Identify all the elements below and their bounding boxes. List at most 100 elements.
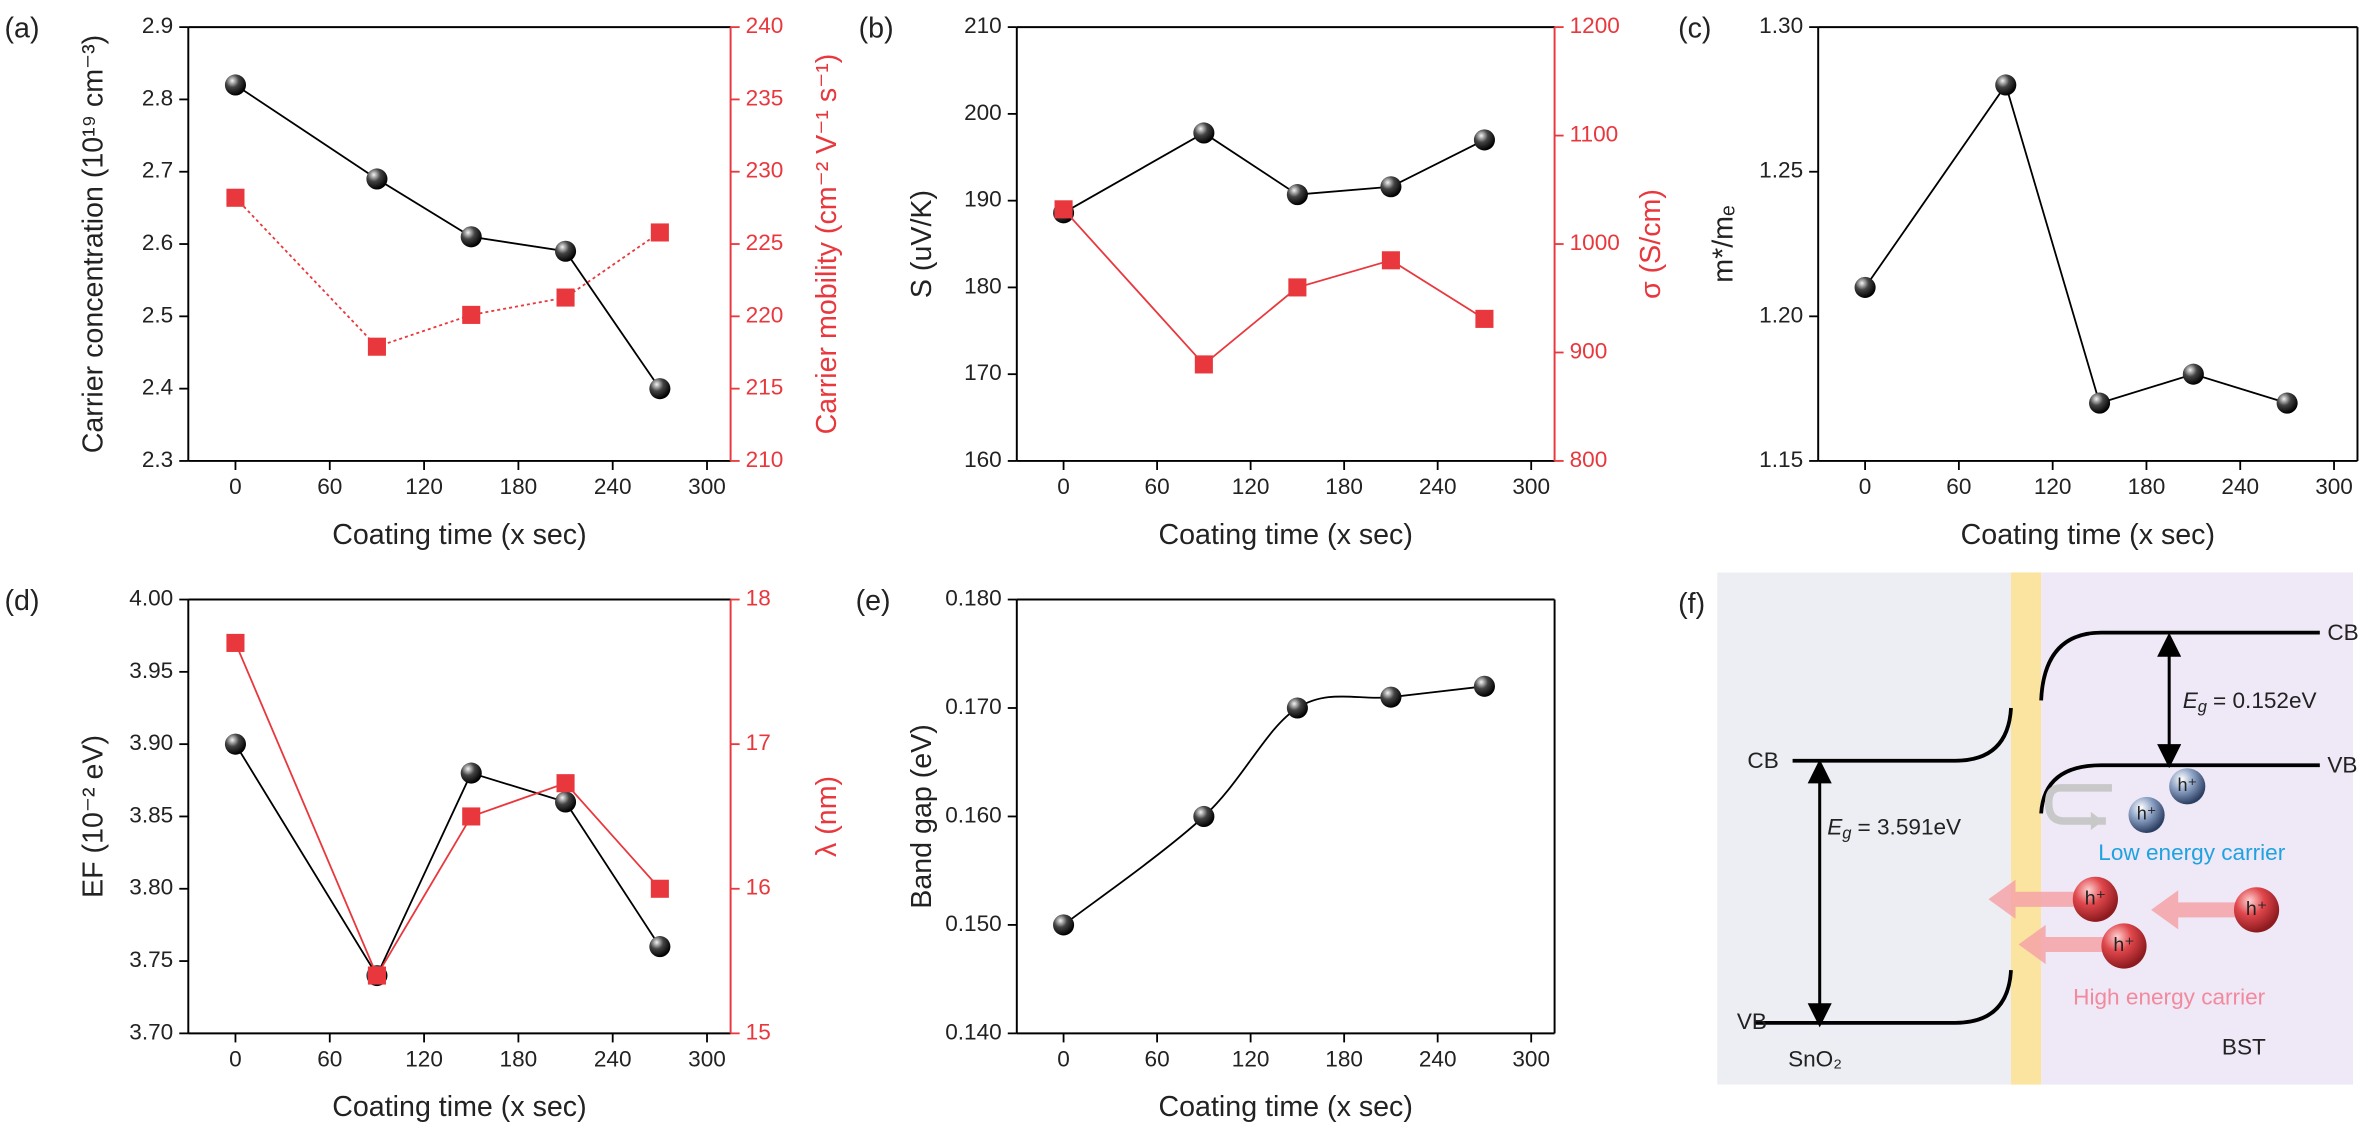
data-point [462, 305, 481, 324]
x-tick-label: 0 [1057, 1046, 1070, 1071]
x-tick-label: 120 [405, 1046, 443, 1071]
injection-arrow [1988, 879, 2082, 919]
y2-tick-label: 215 [746, 375, 784, 400]
data-point [2276, 392, 2298, 414]
x-tick-label: 180 [2128, 474, 2166, 499]
gap-subscript: g [1842, 824, 1852, 843]
band-edge [1792, 707, 2013, 763]
y-tick-label: 0.150 [945, 911, 1002, 936]
y-tick-label: 0.140 [945, 1019, 1002, 1044]
y-axis-title: Band gap (eV) [906, 724, 938, 909]
y-tick-label: 1.20 [1759, 302, 1803, 327]
scatter-arrow [2044, 784, 2112, 825]
x-tick-label: 240 [1419, 474, 1457, 499]
x-tick-label: 60 [1145, 1046, 1170, 1071]
injection-arrow [2018, 924, 2109, 965]
x-tick-label: 240 [1419, 1046, 1457, 1071]
data-point [224, 733, 247, 755]
x-tick-label: 300 [1512, 474, 1550, 499]
y-tick-label: 200 [964, 100, 1002, 125]
y-axis-title: m*/mₑ [1707, 205, 1739, 282]
data-point [1194, 355, 1213, 374]
series-line [1063, 685, 1485, 926]
x-tick-label: 60 [1145, 474, 1170, 499]
data-point [1193, 122, 1215, 144]
x-axis-title: Coating time (x sec) [1158, 519, 1412, 551]
carrier-caption: High energy carrier [2073, 985, 2265, 1010]
y-tick-label: 3.70 [129, 1019, 173, 1044]
panel-label: (d) [5, 585, 40, 617]
y-tick-label: 180 [964, 273, 1002, 298]
carrier [2072, 876, 2118, 922]
x-tick-label: 120 [1232, 474, 1270, 499]
carrier [2128, 796, 2165, 834]
x-axis-title: Coating time (x sec) [1961, 519, 2215, 551]
series-line [234, 197, 661, 348]
gap-value: = 0.152eV [2213, 688, 2317, 713]
y-tick-label: 3.95 [129, 658, 173, 683]
data-point [226, 188, 245, 207]
panel-label: (b) [859, 13, 894, 45]
bst-region [2041, 572, 2353, 1085]
carrier [2233, 887, 2280, 933]
y2-tick-label: 900 [1570, 338, 1608, 363]
data-point [460, 226, 482, 248]
carrier-label: h⁺ [2113, 934, 2134, 956]
gap-symbol: E [2183, 688, 2199, 713]
y-tick-label: 2.3 [142, 447, 173, 472]
carrier-label: h⁺ [2137, 804, 2157, 824]
y-tick-label: 190 [964, 187, 1002, 212]
gap-symbol: E [1827, 814, 1843, 839]
y2-tick-label: 1100 [1570, 122, 1619, 147]
y-tick-label: 210 [964, 13, 1002, 38]
data-point [460, 762, 482, 784]
carrier-label: h⁺ [2085, 887, 2106, 909]
y2-axis-title: λ (nm) [811, 776, 843, 857]
y2-tick-label: 210 [746, 447, 784, 472]
y2-tick-label: 240 [746, 13, 784, 38]
data-point [2089, 392, 2111, 414]
y-axis-title: EF (10⁻² eV) [77, 735, 109, 898]
x-tick-label: 300 [1512, 1046, 1550, 1071]
y2-tick-label: 230 [746, 158, 784, 183]
x-tick-label: 240 [594, 474, 632, 499]
y-tick-label: 2.4 [142, 375, 173, 400]
data-point [1854, 276, 1876, 298]
series-line [1864, 82, 2288, 405]
charts: (a)0 60 120 180 240 3002.32.42.52.62.72.82.92… [5, 13, 2359, 1123]
y2-tick-label: 1000 [1570, 230, 1620, 255]
y-tick-label: 2.6 [142, 230, 173, 255]
y2-tick-label: 235 [746, 85, 784, 110]
data-point [226, 633, 245, 652]
carrier [2169, 768, 2206, 805]
interface [2011, 572, 2042, 1085]
data-point [649, 378, 671, 400]
series-line [234, 84, 661, 390]
x-tick-label: 300 [2315, 474, 2353, 499]
data-point [1193, 805, 1215, 827]
cb-label: CB [2327, 620, 2358, 645]
cb-label: CB [1747, 748, 1778, 773]
injection-arrow [2151, 890, 2236, 930]
vb-label: VB [1737, 1009, 1767, 1034]
material-label: SnO₂ [1788, 1046, 1842, 1071]
data-point [2182, 363, 2204, 385]
y2-axis-title: σ (S/cm) [1635, 189, 1667, 299]
y-tick-label: 2.9 [142, 13, 173, 38]
data-point [367, 966, 386, 985]
y-tick-label: 2.7 [142, 158, 173, 183]
data-point [556, 774, 575, 793]
x-tick-label: 240 [594, 1046, 632, 1071]
data-point [1475, 309, 1494, 328]
y-axis-title: Carrier concentration (10¹⁹ cm⁻³) [77, 35, 109, 453]
y-tick-label: 170 [964, 360, 1002, 385]
x-tick-label: 60 [317, 474, 342, 499]
data-point [556, 288, 575, 307]
data-point [1288, 278, 1307, 297]
series-line [234, 743, 661, 978]
data-point [649, 936, 671, 958]
data-point [1380, 686, 1402, 708]
x-tick-label: 0 [1057, 474, 1070, 499]
series-line [1063, 131, 1485, 214]
